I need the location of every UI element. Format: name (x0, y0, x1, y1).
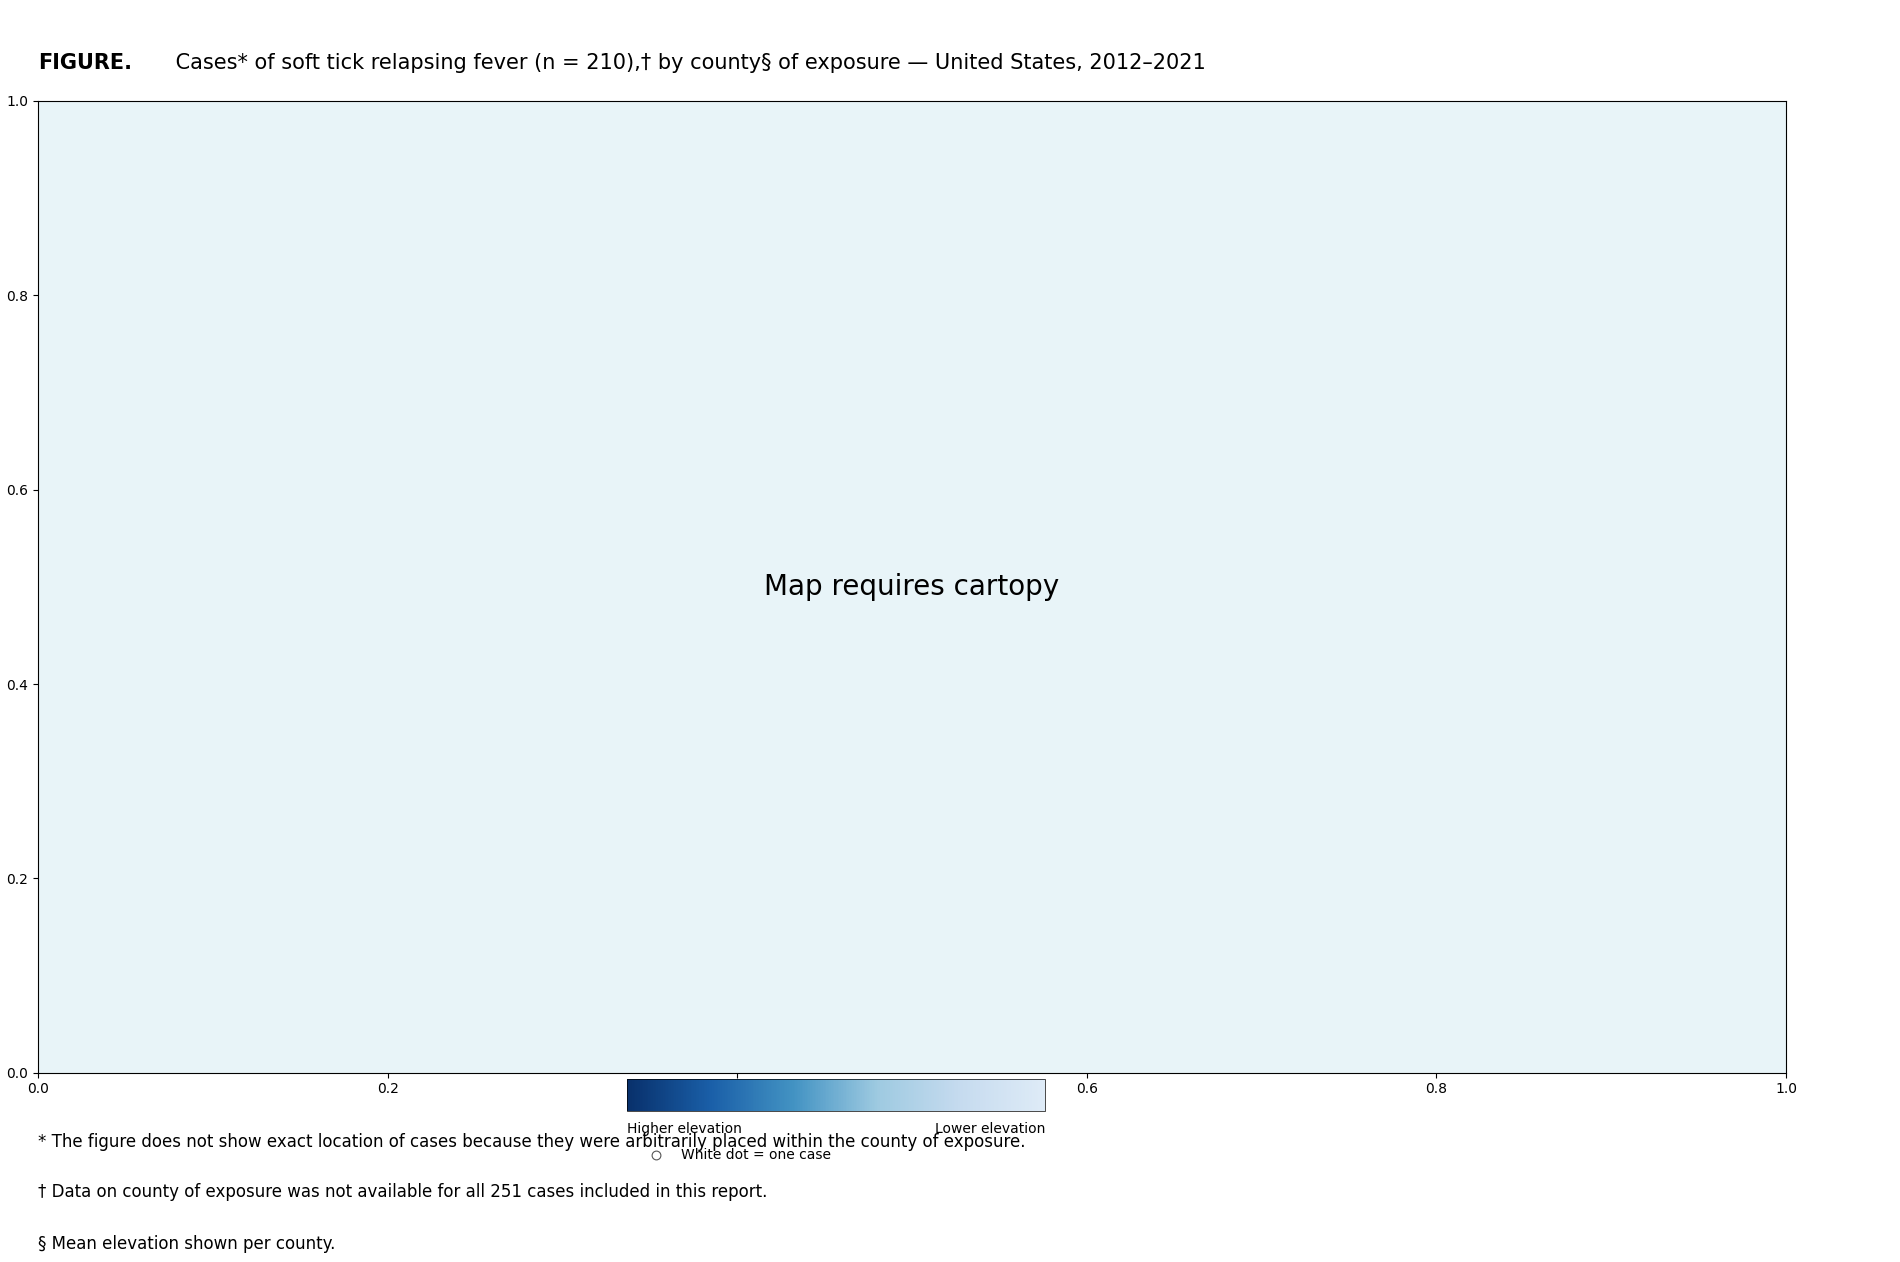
Text: § Mean elevation shown per county.: § Mean elevation shown per county. (38, 1234, 336, 1253)
Text: Higher elevation: Higher elevation (627, 1122, 741, 1136)
Text: White dot = one case: White dot = one case (682, 1147, 832, 1162)
Point (1087, 973, 1117, 993)
Text: Cases* of soft tick relapsing fever (n = 210),† by county§ of exposure — United : Cases* of soft tick relapsing fever (n =… (169, 53, 1206, 73)
Text: FIGURE.: FIGURE. (38, 53, 131, 73)
Text: * The figure does not show exact location of cases because they were arbitrarily: * The figure does not show exact locatio… (38, 1133, 1026, 1151)
Text: Map requires cartopy: Map requires cartopy (764, 573, 1060, 601)
Text: Lower elevation: Lower elevation (935, 1122, 1045, 1136)
Text: † Data on county of exposure was not available for all 251 cases included in thi: † Data on county of exposure was not ava… (38, 1184, 768, 1201)
